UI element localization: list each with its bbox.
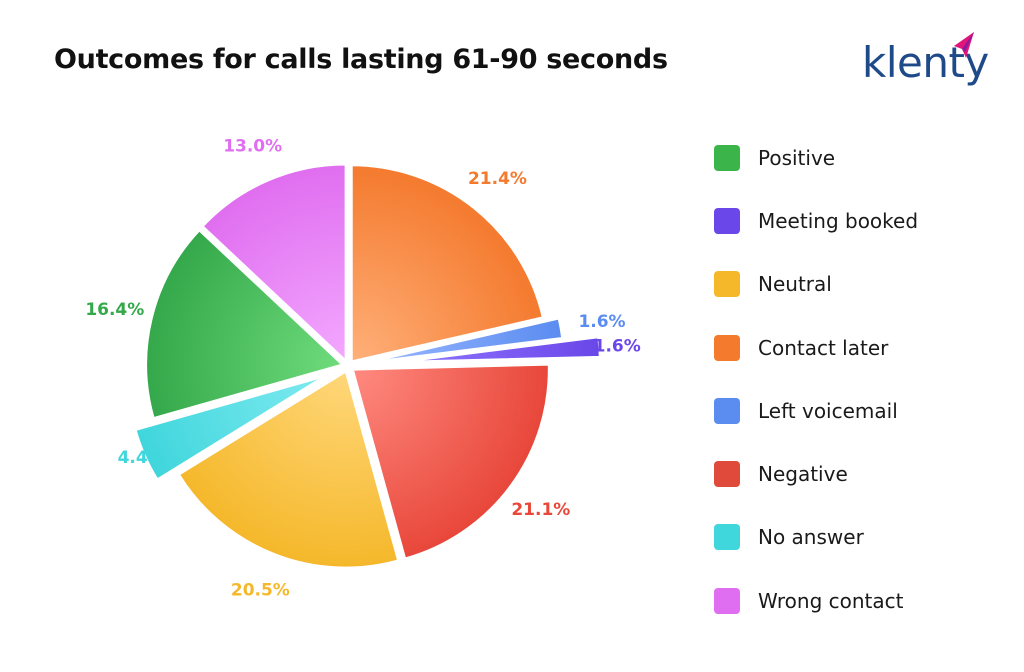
legend-item: Contact later bbox=[714, 316, 1014, 379]
pie-slice-contact-later bbox=[350, 164, 544, 363]
legend-item: Positive bbox=[714, 126, 1014, 189]
pie-slice-neutral bbox=[178, 370, 400, 569]
legend-swatch bbox=[714, 461, 740, 488]
legend-swatch bbox=[714, 524, 740, 551]
pie-label-wrong-contact: 13.0% bbox=[223, 137, 282, 157]
legend-label: Left voicemail bbox=[758, 398, 898, 423]
legend-swatch bbox=[714, 271, 740, 298]
pie-label-neutral: 20.5% bbox=[231, 580, 290, 600]
pie-slice-positive bbox=[145, 229, 344, 420]
pie-label-positive: 16.4% bbox=[85, 300, 144, 320]
pie-label-negative: 21.1% bbox=[511, 500, 570, 520]
legend-item: Neutral bbox=[714, 253, 1014, 316]
legend-label: Contact later bbox=[758, 335, 889, 360]
legend-label: Neutral bbox=[758, 272, 832, 297]
legend-label: Wrong contact bbox=[758, 588, 904, 613]
paper-plane-icon bbox=[954, 32, 974, 58]
legend-swatch bbox=[714, 207, 740, 234]
legend-label: Meeting booked bbox=[758, 208, 919, 233]
legend: Positive Meeting booked Neutral Contact … bbox=[714, 126, 1014, 632]
pie-label-meeting-booked: 1.6% bbox=[594, 337, 641, 357]
legend-item: Wrong contact bbox=[714, 569, 1014, 632]
pie-slice-meeting-booked bbox=[402, 336, 601, 363]
legend-swatch bbox=[714, 397, 740, 424]
legend-swatch bbox=[714, 587, 740, 614]
pie-label-left-voicemail: 1.6% bbox=[578, 312, 625, 332]
legend-swatch bbox=[714, 144, 740, 171]
klenty-logo: klenty bbox=[862, 32, 989, 102]
legend-label: Negative bbox=[758, 462, 848, 487]
pie-slice-left-voicemail bbox=[366, 317, 564, 364]
pie-label-no-answer: 4.4% bbox=[118, 448, 165, 468]
pie-slice-negative bbox=[351, 363, 550, 560]
pie-chart: 21.4% 1.6% 1.6% 21.1% 20.5% 4.4% 16.4% 13.0% bbox=[85, 137, 641, 601]
legend-label: Positive bbox=[758, 145, 836, 170]
chart-title: Outcomes for calls lasting 61-90 seconds bbox=[54, 44, 668, 75]
legend-label: No answer bbox=[758, 525, 864, 550]
legend-swatch bbox=[714, 334, 740, 361]
legend-item: Meeting booked bbox=[714, 189, 1014, 252]
pie-label-contact-later: 21.4% bbox=[468, 169, 527, 189]
pie-slice-no-answer bbox=[134, 375, 326, 481]
pie-slice-wrong-contact bbox=[201, 163, 347, 362]
legend-item: Negative bbox=[714, 442, 1014, 505]
legend-item: Left voicemail bbox=[714, 379, 1014, 442]
legend-item: No answer bbox=[714, 506, 1014, 569]
